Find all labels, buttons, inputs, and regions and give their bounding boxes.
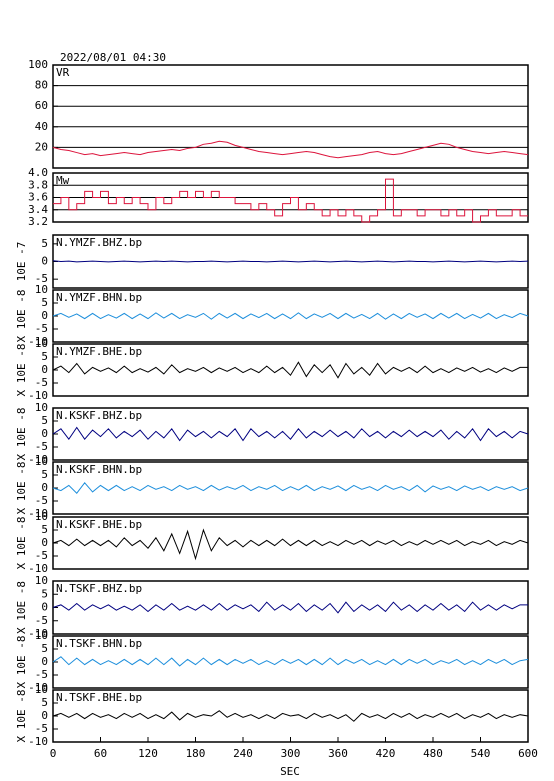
y-tick-label: -10	[28, 627, 48, 640]
y-axis-label: X 10E -8	[15, 690, 28, 743]
x-tick-label: 600	[518, 747, 538, 760]
x-tick-label: 240	[233, 747, 253, 760]
trace	[52, 312, 529, 320]
x-tick-label: 360	[328, 747, 348, 760]
panel-label: N.TSKF.BHN.bp	[56, 637, 142, 650]
panel-label: N.KSKF.BHE.bp	[56, 518, 142, 531]
y-tick-label: 0	[41, 427, 48, 440]
y-tick-label: 5	[41, 296, 48, 309]
y-tick-label: 5	[41, 696, 48, 709]
y-tick-label: 0	[41, 255, 48, 268]
y-tick-label: 80	[35, 79, 48, 92]
y-tick-label: -5	[35, 722, 48, 735]
x-axis-label: SEC	[280, 765, 300, 778]
y-tick-label: -10	[28, 389, 48, 402]
y-tick-label: 10	[35, 574, 48, 587]
chart-title: 2022/08/01 04:30	[60, 51, 166, 64]
y-tick-label: 5	[41, 523, 48, 536]
panel-label: N.YMZF.BHE.bp	[56, 345, 142, 358]
y-tick-label: 100	[28, 58, 48, 71]
y-tick-label: 5	[41, 237, 48, 250]
trace	[52, 528, 529, 561]
y-tick-label: 0	[41, 309, 48, 322]
trace	[52, 601, 528, 614]
trace	[52, 710, 529, 722]
y-tick-label: 5	[41, 350, 48, 363]
y-tick-label: 5	[41, 468, 48, 481]
y-tick-label: -10	[28, 681, 48, 694]
y-tick-label: 10	[35, 283, 48, 296]
y-tick-label: 5	[41, 587, 48, 600]
x-tick-label: 180	[186, 747, 206, 760]
y-tick-label: 10	[35, 683, 48, 696]
panel-label: N.TSKF.BHZ.bp	[56, 582, 142, 595]
panel-label: N.KSKF.BHZ.bp	[56, 409, 142, 422]
y-tick-label: 0	[41, 709, 48, 722]
x-tick-label: 60	[94, 747, 107, 760]
y-tick-label: 20	[35, 140, 48, 153]
y-axis-label: X 10E -8	[15, 290, 28, 343]
y-axis-label: X 10E -8	[15, 517, 28, 570]
x-tick-label: 540	[471, 747, 491, 760]
y-tick-label: -5	[35, 376, 48, 389]
y-tick-label: 3.6	[28, 191, 48, 204]
y-tick-label: -5	[35, 272, 48, 285]
y-tick-label: 10	[35, 629, 48, 642]
y-tick-label: -10	[28, 335, 48, 348]
trace	[52, 140, 529, 159]
y-tick-label: 0	[41, 536, 48, 549]
panel-label: N.TSKF.BHE.bp	[56, 691, 142, 704]
x-tick-label: 480	[423, 747, 443, 760]
y-tick-label: 10	[35, 401, 48, 414]
trace	[52, 656, 529, 667]
y-axis-label: X 10E -8	[15, 636, 28, 689]
y-tick-label: 5	[41, 414, 48, 427]
y-tick-label: -10	[28, 453, 48, 466]
x-tick-label: 120	[138, 747, 158, 760]
y-tick-label: 3.4	[28, 203, 48, 216]
y-tick-label: 0	[41, 481, 48, 494]
y-tick-label: 40	[35, 120, 48, 133]
x-tick-label: 420	[376, 747, 396, 760]
y-axis-label: X 10E -8	[15, 344, 28, 397]
y-tick-label: 5	[41, 642, 48, 655]
y-tick-label: 0	[41, 363, 48, 376]
y-tick-label: 3.8	[28, 178, 48, 191]
y-tick-label: 60	[35, 99, 48, 112]
panel-label: Mw	[56, 174, 70, 187]
x-tick-label: 300	[281, 747, 301, 760]
y-tick-label: 4.0	[28, 166, 48, 179]
y-tick-label: 0	[41, 601, 48, 614]
y-axis-label: 10E -7	[15, 242, 28, 282]
panel-label: VR	[56, 66, 70, 79]
y-axis-label: X 10E -8	[15, 581, 28, 634]
trace	[52, 482, 529, 494]
y-tick-label: -10	[28, 562, 48, 575]
y-tick-label: 0	[41, 655, 48, 668]
y-tick-label: -10	[28, 735, 48, 748]
y-axis-label: X 10E -8	[15, 462, 28, 515]
y-axis-label: X 10E -8	[15, 408, 28, 461]
y-tick-label: 10	[35, 455, 48, 468]
y-tick-label: -5	[35, 549, 48, 562]
y-tick-label: -5	[35, 322, 48, 335]
y-tick-label: 10	[35, 337, 48, 350]
trace	[52, 426, 529, 442]
panel-label: N.KSKF.BHN.bp	[56, 463, 142, 476]
trace	[52, 361, 528, 379]
trace	[53, 178, 528, 223]
y-tick-label: -5	[35, 494, 48, 507]
y-tick-label: 3.2	[28, 215, 48, 228]
y-tick-label: 10	[35, 510, 48, 523]
panel-label: N.YMZF.BHN.bp	[56, 291, 142, 304]
trace	[52, 260, 529, 263]
panel-label: N.YMZF.BHZ.bp	[56, 236, 142, 249]
y-tick-label: -5	[35, 668, 48, 681]
y-tick-label: -10	[28, 507, 48, 520]
x-tick-label: 0	[50, 747, 57, 760]
y-tick-label: -5	[35, 440, 48, 453]
y-tick-label: -5	[35, 614, 48, 627]
